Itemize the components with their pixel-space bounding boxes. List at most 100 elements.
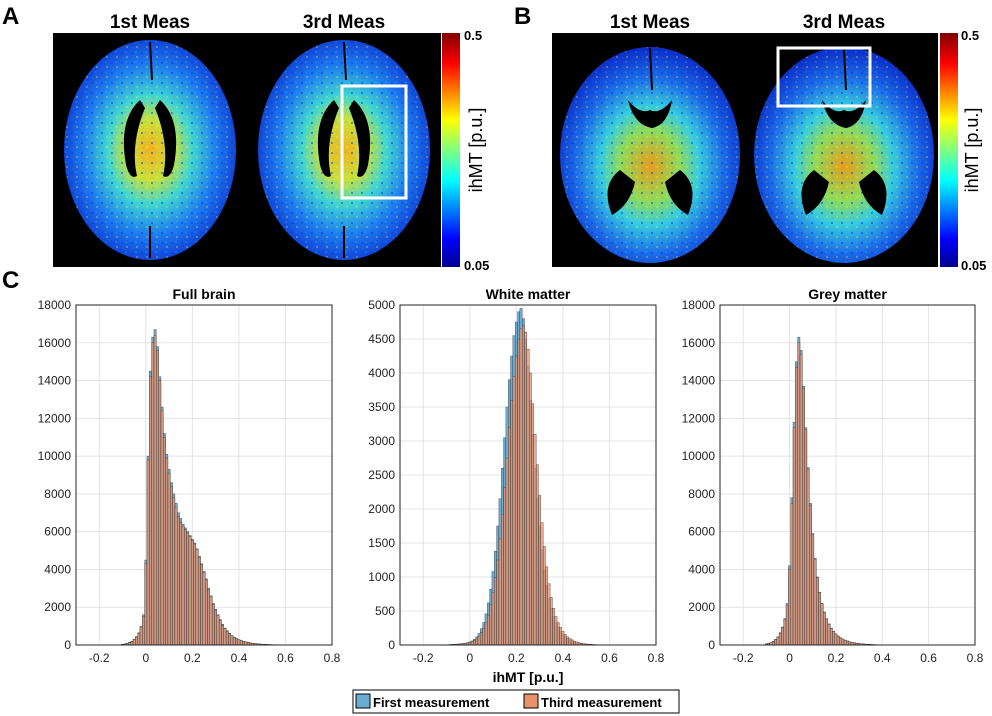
bar-third-measurement	[809, 505, 812, 646]
bar-third-measurement	[795, 367, 798, 646]
bar-third-measurement	[829, 628, 833, 646]
roi-box-b	[776, 46, 872, 108]
bar-third-measurement	[806, 469, 810, 646]
colorbar-a-label: ihMT [p.u.]	[466, 108, 486, 193]
histogram-grey-matter: 0 2000 4000 6000 8000 10000 12000 14000 16000 180…	[682, 286, 984, 665]
bar-third-measurement	[484, 622, 488, 646]
bar-third-measurement	[533, 434, 537, 646]
panel-letter-a: A	[2, 3, 19, 30]
bar-third-measurement	[195, 549, 199, 646]
bar-third-measurement	[477, 635, 481, 646]
x-tick-label: 0	[142, 651, 149, 665]
legend-swatch-third	[523, 693, 539, 709]
bar-third-measurement	[561, 631, 565, 646]
bar-third-measurement	[832, 631, 835, 646]
y-tick-label: 8000	[44, 487, 71, 501]
panel-letter-c: C	[2, 267, 19, 294]
bar-third-measurement	[771, 641, 775, 646]
bar-third-measurement	[554, 616, 558, 646]
bar-third-measurement	[547, 583, 551, 646]
bar-third-measurement	[174, 506, 178, 646]
y-tick-label: 4000	[368, 366, 395, 380]
bar-third-measurement	[519, 328, 523, 646]
bar-third-measurement	[501, 514, 504, 646]
bar-third-measurement	[221, 624, 224, 646]
y-tick-label: 12000	[682, 411, 716, 425]
bar-third-measurement	[232, 637, 236, 646]
y-tick-label: 0	[708, 638, 715, 652]
chart-title: Grey matter	[808, 286, 887, 302]
y-tick-label: 3000	[368, 434, 395, 448]
bar-third-measurement	[181, 525, 185, 646]
x-tick-label: 0.6	[920, 651, 937, 665]
colorbar-b-min-label: 0.05	[961, 258, 986, 273]
bar-third-measurement	[813, 558, 817, 646]
brain-slice-a-third	[258, 40, 430, 260]
colorbar-a: 0.5 0.05 ihMT [p.u.]	[442, 28, 489, 273]
bar-third-measurement	[522, 325, 525, 646]
bar-third-measurement	[135, 636, 138, 646]
x-tick-label: 0.6	[277, 651, 294, 665]
y-tick-label: 5000	[368, 298, 395, 312]
bar-third-measurement	[822, 612, 826, 646]
bar-third-measurement	[774, 639, 777, 646]
legend-label-third: Third measurement	[541, 695, 662, 710]
axes-frame	[75, 304, 333, 646]
y-tick-label: 6000	[688, 525, 715, 539]
bar-third-measurement	[788, 569, 791, 646]
bar-third-measurement	[568, 638, 572, 646]
bar-third-measurement	[540, 522, 544, 646]
colorbar-b-label: ihMT [p.u.]	[962, 108, 982, 193]
y-tick-label: 3500	[368, 400, 395, 414]
bar-third-measurement	[573, 640, 576, 646]
x-tick-label: -0.2	[733, 651, 754, 665]
x-tick-label: 0.8	[648, 651, 665, 665]
y-tick-label: 16000	[682, 336, 716, 350]
legend: First measurement Third measurement	[352, 689, 680, 714]
bar-third-measurement	[214, 609, 217, 646]
bar-third-measurement	[498, 538, 502, 646]
bar-third-measurement	[489, 604, 493, 646]
bar-third-measurement	[510, 400, 514, 646]
bar-third-measurement	[179, 522, 183, 646]
bar-third-measurement	[496, 559, 500, 646]
bar-third-measurement	[149, 376, 152, 646]
bar-third-measurement	[563, 634, 567, 646]
bar-third-measurement	[827, 624, 831, 646]
bar-third-measurement	[491, 592, 495, 646]
bar-third-measurement	[184, 529, 187, 646]
brain-slice-a-first	[64, 40, 236, 260]
bar-third-measurement	[237, 639, 241, 646]
bar-third-measurement	[177, 516, 180, 646]
bar-third-measurement	[142, 616, 145, 646]
bar-third-measurement	[503, 487, 507, 646]
bar-third-measurement	[825, 618, 828, 646]
bar-third-measurement	[841, 638, 845, 646]
y-tick-label: 10000	[682, 449, 716, 463]
x-tick-label: 0.8	[324, 651, 341, 665]
bar-third-measurement	[811, 534, 815, 646]
bar-third-measurement	[505, 457, 509, 646]
axes-frame	[399, 304, 657, 646]
bar-third-measurement	[218, 620, 222, 646]
bar-third-measurement	[160, 410, 164, 646]
bar-third-measurement	[158, 380, 162, 646]
x-tick-label: 0.6	[601, 651, 618, 665]
bar-third-measurement	[223, 628, 227, 646]
y-tick-label: 6000	[44, 525, 71, 539]
bar-third-measurement	[200, 564, 204, 646]
histogram-white-matter: 0 500 1000 1500 2000 2500 3000 3500 4000 4500 5000…	[368, 286, 664, 685]
bar-third-measurement	[172, 497, 176, 646]
y-tick-label: 2500	[368, 468, 395, 482]
bar-third-measurement	[216, 615, 220, 646]
y-tick-label: 0	[64, 638, 71, 652]
bar-third-measurement	[130, 641, 134, 646]
bar-third-measurement	[797, 342, 801, 646]
bar-third-measurement	[137, 633, 141, 646]
x-tick-label: -0.2	[413, 651, 434, 665]
bar-third-measurement	[818, 592, 822, 646]
x-axis-label: ihMT [p.u.]	[493, 669, 564, 685]
y-tick-label: 16000	[38, 336, 72, 350]
bar-third-measurement	[228, 633, 231, 646]
bar-third-measurement	[839, 637, 842, 646]
